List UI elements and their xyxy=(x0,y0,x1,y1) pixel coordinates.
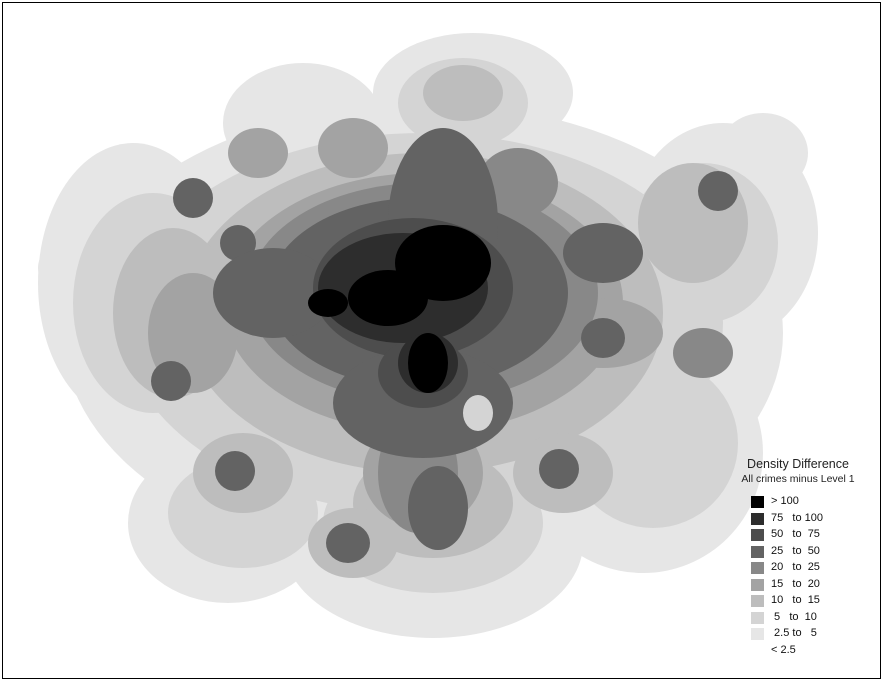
legend-label: 50 to 75 xyxy=(771,528,820,540)
legend-item: 20 to 25 xyxy=(723,560,873,577)
legend-label: > 100 xyxy=(771,495,799,507)
legend-item: 25 to 50 xyxy=(723,544,873,561)
legend-label: 20 to 25 xyxy=(771,561,820,573)
legend-label: 75 to 100 xyxy=(771,511,823,524)
legend-label: 15 to 20 xyxy=(771,577,820,590)
legend-label: < 2.5 xyxy=(771,643,796,656)
legend-swatch xyxy=(751,529,764,541)
legend-swatch xyxy=(751,644,764,657)
low-density-patch xyxy=(463,395,493,431)
legend-swatch xyxy=(751,496,764,508)
density-map xyxy=(38,33,818,638)
legend-swatch xyxy=(751,562,764,574)
legend-swatch xyxy=(751,578,764,591)
legend-swatch xyxy=(751,545,764,558)
legend-item: 15 to 20 xyxy=(723,577,873,594)
legend-item: 5 to 10 xyxy=(723,610,873,627)
legend-item: 2.5 to 5 xyxy=(723,626,873,643)
legend-label: 5 to 10 xyxy=(771,610,817,623)
legend-item: < 2.5 xyxy=(723,643,873,660)
legend-item: 10 to 15 xyxy=(723,593,873,610)
legend-item: 50 to 75 xyxy=(723,527,873,544)
legend-swatch xyxy=(751,611,764,624)
map-legend: Density Difference All crimes minus Leve… xyxy=(723,457,873,659)
legend-item: > 100 xyxy=(723,494,873,511)
legend-swatch xyxy=(751,628,764,640)
legend-label: 25 to 50 xyxy=(771,544,820,557)
density-zone-over-100 xyxy=(308,225,491,393)
legend-item: 75 to 100 xyxy=(723,511,873,528)
legend-subtitle: All crimes minus Level 1 xyxy=(741,473,855,485)
legend-label: 10 to 15 xyxy=(771,594,820,606)
legend-rows: > 100 75 to 100 50 to 75 25 to 50 20 to 25 15… xyxy=(723,494,873,659)
legend-label: 2.5 to 5 xyxy=(771,627,817,639)
legend-title: Density Difference xyxy=(747,457,849,471)
legend-swatch xyxy=(751,512,764,525)
legend-swatch xyxy=(751,595,764,607)
